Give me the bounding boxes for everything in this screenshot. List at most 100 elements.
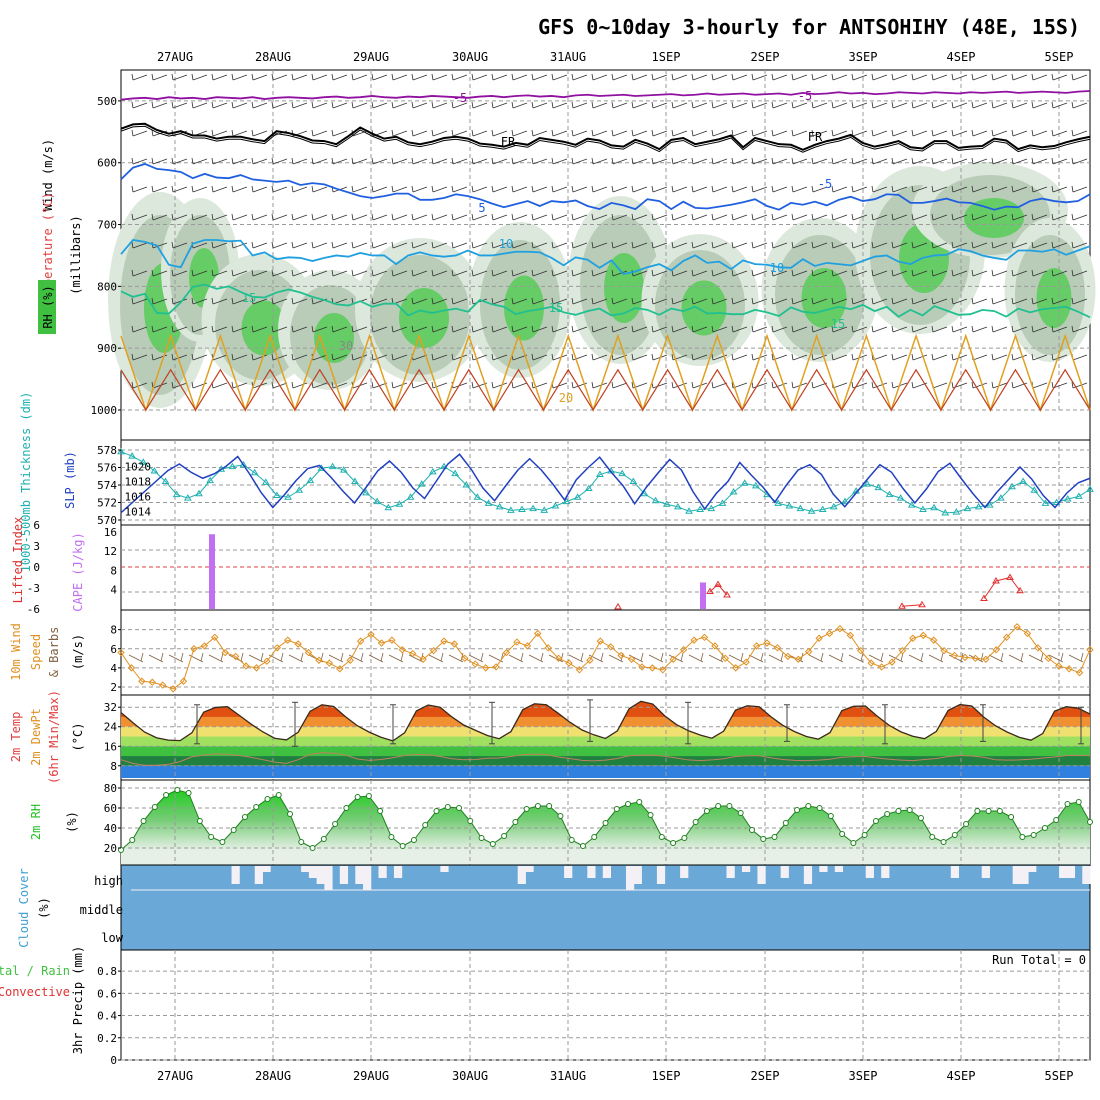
wind-barb-flag [491,381,494,389]
wind-barb-flag [971,213,974,221]
wind-barb-flag [891,213,894,221]
series-marker [239,460,248,468]
wind-barb-flag [851,157,854,165]
cloud-middle-label: middle [80,903,123,917]
wind-barb-flag [851,269,854,277]
wind-barb-flag [571,241,574,249]
panel-labels: Wind (m/s) Temperature (°C) (millibars) … [0,139,124,1054]
wind-barb [492,214,508,221]
label-lifted-index: Lifted Index [11,517,25,604]
series-marker [206,476,214,484]
wind10m-barb-flag [1040,652,1044,662]
series-marker [703,808,710,814]
series-marker [252,664,261,672]
series-marker [584,484,593,491]
wind-barb-flag [671,213,674,221]
wind-barb-flag [391,353,394,361]
wind-barb [552,382,568,389]
wind-barb-flag [131,185,134,193]
wind-barb-flag [911,101,914,109]
wind-barb-flag [471,129,474,137]
wind-barb-flag [511,269,514,277]
wind-barb-flag [531,269,534,277]
wind-barb-flag [151,129,154,137]
series-marker [919,505,927,512]
wind-barb-flag [771,297,774,305]
wind-barb [172,326,188,333]
wind10m-barb-flag [820,652,824,662]
wind-barb-flag [331,381,334,389]
wind-barb [992,186,1008,193]
wind-barb-flag [371,269,374,277]
wind-barb-flag [911,297,914,305]
series-marker [1075,799,1082,805]
wind10m-barb-flag [260,652,264,662]
wind-barb [872,270,888,277]
wind-barb [232,74,248,81]
series-marker [700,633,709,642]
wind-barb-flag [891,185,894,193]
series-marker [1019,834,1026,840]
wind-barb-flag [211,325,214,333]
series-marker [846,631,855,640]
wind-barb-flag [831,73,834,81]
wind-barb [492,270,508,277]
wind-barb-flag [151,157,154,165]
wind-barb-flag [191,73,194,81]
wind-barb [132,214,148,221]
wind-barb [772,102,788,109]
wind10m-barb-flag [840,652,844,662]
series-marker [825,629,834,638]
wind-barb [952,186,968,193]
series-marker [1074,492,1083,499]
axis-tick-label: 0.6 [97,987,117,1000]
wind-barb-flag [931,101,934,109]
wind-barb-flag [531,381,534,389]
wind-barb [792,158,808,165]
series-marker [377,639,386,647]
wind-barb [872,158,888,165]
wind-barb-flag [511,101,514,109]
wind-barb [312,242,328,249]
wind-barb-flag [551,297,554,305]
wind10m-barb-flag [920,652,924,662]
isotherm-label: 20 [559,391,573,405]
axis-tick-label: 8 [110,624,117,637]
wind-barb-flag [131,213,134,221]
isotherm-label: 30 [339,339,353,353]
series-marker [506,506,515,513]
series-marker [591,834,598,840]
wind-barb [312,354,328,361]
series-marker [546,803,553,809]
series-marker [1063,495,1072,502]
axis-tick-label: 80 [104,782,117,795]
series-marker [287,811,294,817]
cloud-high-bar [339,866,349,884]
wind-barb [972,298,988,305]
wind-barb [952,270,968,277]
series-marker [941,509,950,516]
label-rh: RH (%) [41,285,55,328]
wind-barb [832,214,848,221]
wind-barb [592,102,608,109]
cloud-high-bar [316,866,325,884]
wind-barb-flag [311,101,314,109]
wind-barb-flag [1051,101,1054,109]
series-marker [636,799,643,805]
rh-contour-high [681,280,727,336]
wind-barb-flag [211,101,214,109]
wind-barb-flag [731,381,734,389]
wind-barb [772,298,788,305]
rh-legend-swatch [38,280,56,334]
wind-barb-flag [451,353,454,361]
wind-barb [1032,130,1048,137]
cloud-high-bar [355,866,364,884]
wind-barb [992,242,1008,249]
series-marker [952,508,961,515]
wind-barb [692,158,708,165]
wind-barb [892,270,908,277]
wind-barb [352,214,368,221]
wind10m-barb-flag [640,652,644,662]
wind-barb [252,186,268,193]
wind-barb-flag [591,269,594,277]
